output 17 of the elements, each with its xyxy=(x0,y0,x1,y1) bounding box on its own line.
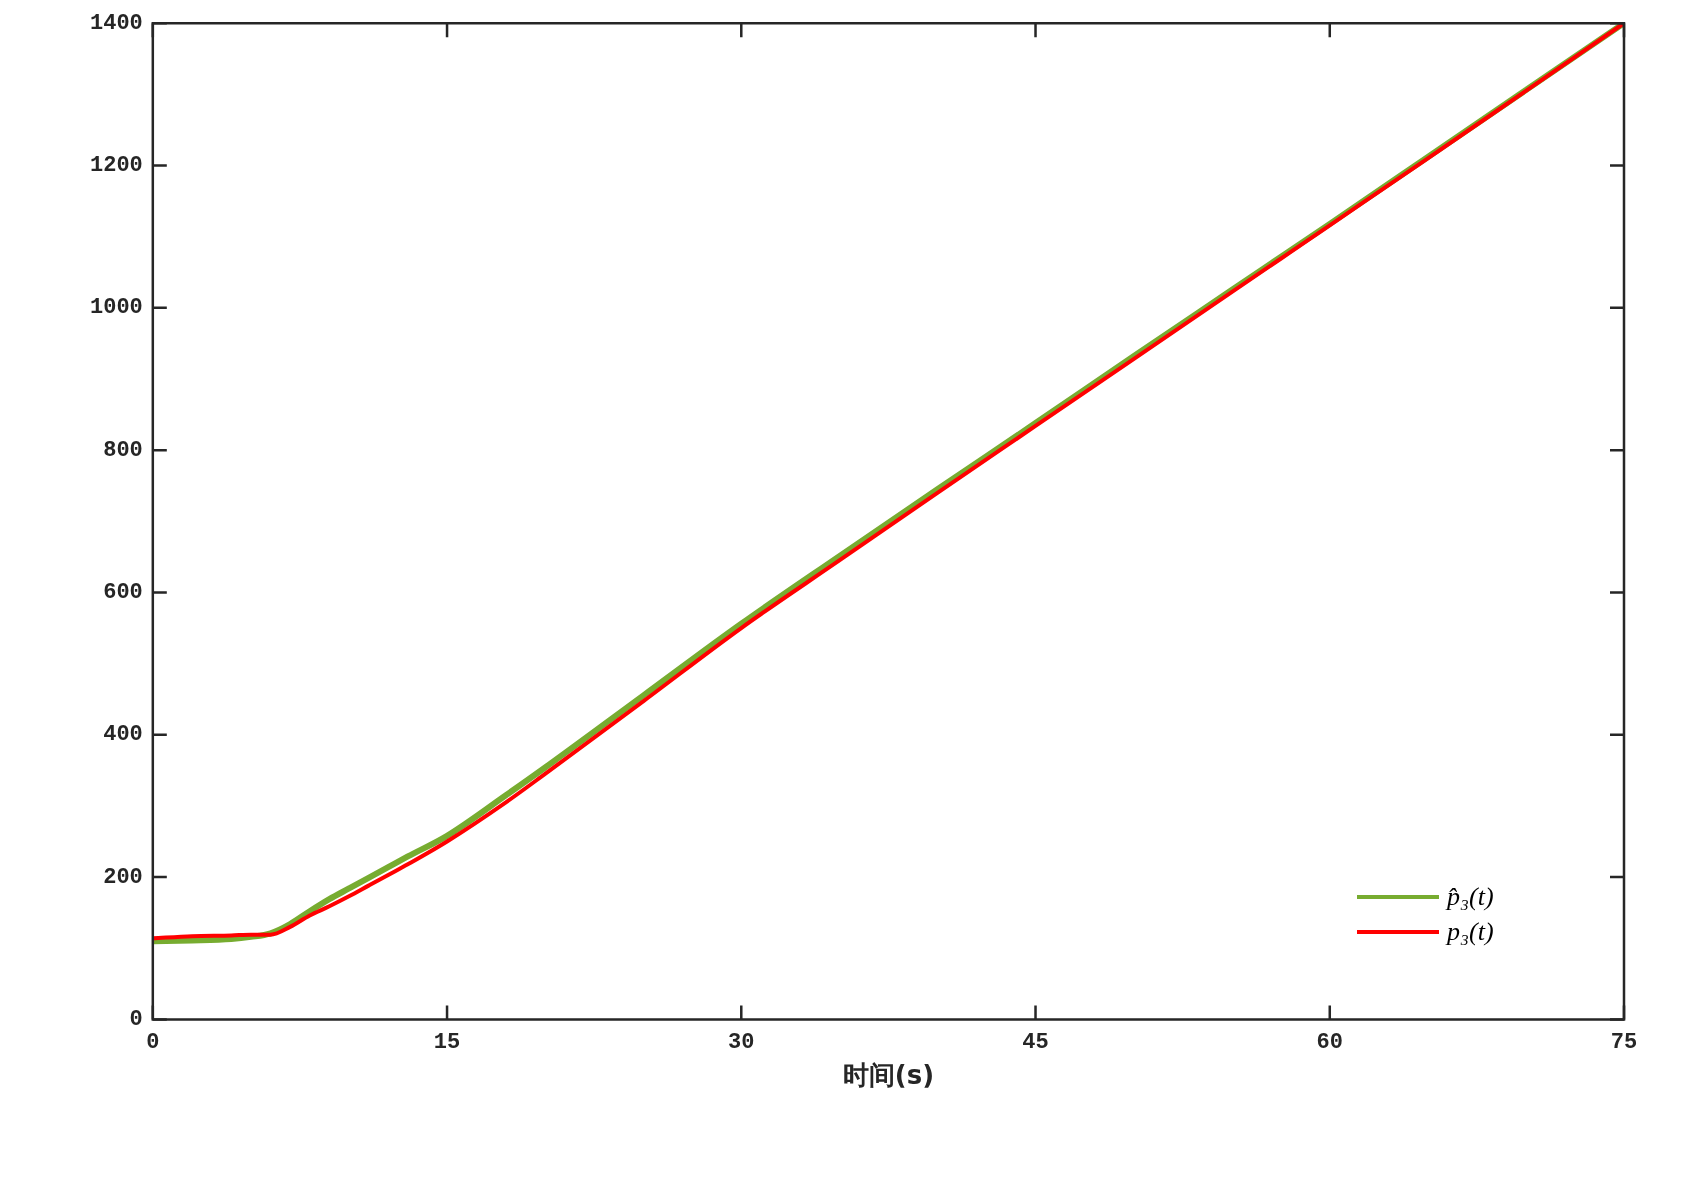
y-tick-label: 1200 xyxy=(90,153,143,179)
legend-label: p̂₃(t) xyxy=(1447,881,1494,912)
x-axis-title: 时间(s) xyxy=(842,1060,935,1091)
y-tick-label: 200 xyxy=(103,864,143,890)
y-tick-label: 1000 xyxy=(90,295,143,321)
y-tick-label: 1400 xyxy=(90,10,143,36)
legend-label: p₃(t) xyxy=(1447,916,1494,947)
y-tick-label: 600 xyxy=(103,580,143,605)
x-tick-label: 45 xyxy=(1022,1030,1049,1056)
y-tick-label: 400 xyxy=(103,722,143,748)
x-tick-label: 0 xyxy=(146,1030,160,1056)
x-tick-label: 60 xyxy=(1316,1030,1343,1056)
y-tick-label: 0 xyxy=(129,1006,143,1032)
x-tick-label: 15 xyxy=(433,1030,461,1056)
y-tick-label: 800 xyxy=(103,437,143,463)
x-tick-label: 30 xyxy=(728,1030,755,1056)
x-tick-label: 75 xyxy=(1610,1030,1638,1056)
